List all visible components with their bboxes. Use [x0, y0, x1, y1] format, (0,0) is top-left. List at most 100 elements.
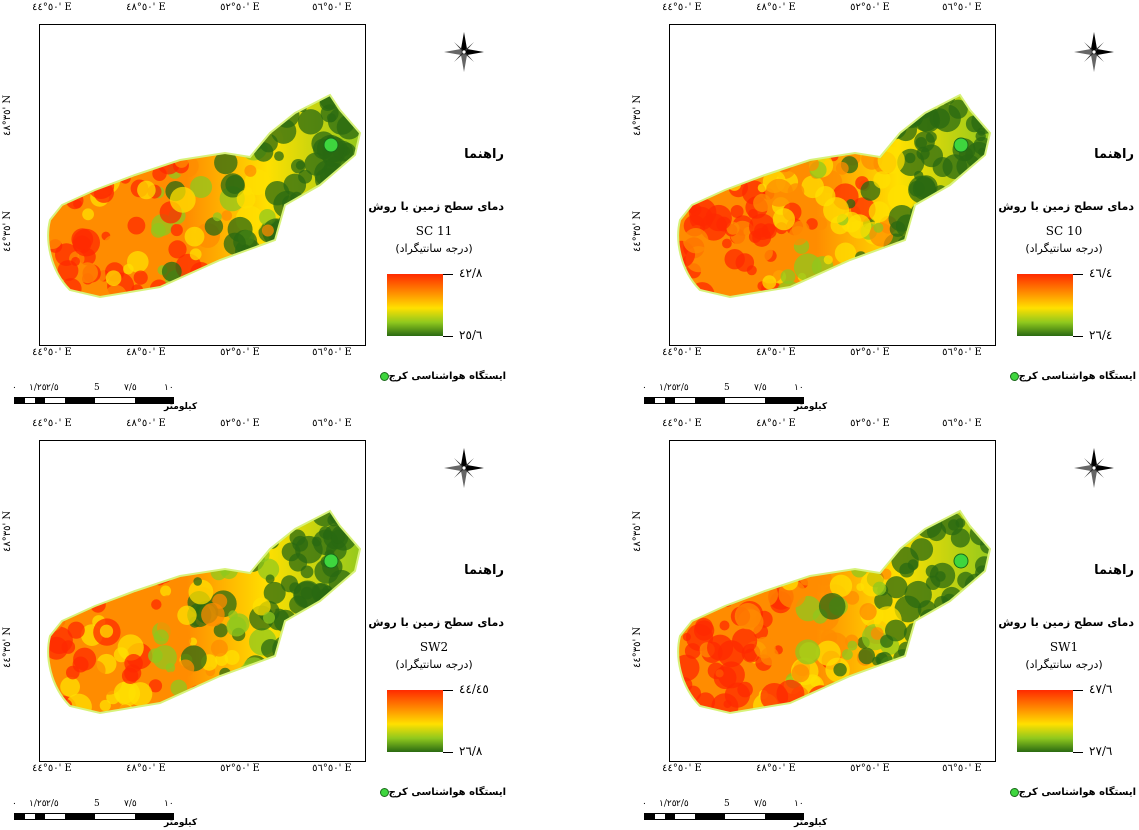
lon-label-top: ٥٠°٥٢' E [850, 418, 890, 429]
scale-label: ٧/٥ [124, 799, 137, 809]
color-ramp [387, 274, 443, 336]
scale-unit: کیلومتر [164, 402, 198, 412]
method-code: SW2 [419, 640, 449, 654]
legend-max-value: ٤٢/٨ [459, 266, 483, 280]
station-legend: ایستگاه هواشناسی کرج [364, 787, 506, 798]
lat-label: ٣٥°٤٨' N [632, 510, 643, 552]
lon-label-bottom: ٥٠°٤٤' E [32, 763, 72, 774]
ramp-tick-min [443, 336, 453, 337]
scale-label: ١٠ [164, 383, 174, 393]
legend-title: راهنما [464, 147, 504, 162]
weather-station-marker [953, 553, 969, 569]
lon-label-bottom: ٥٠°٤٤' E [662, 347, 702, 358]
ramp-tick-max [443, 274, 453, 275]
lst-raster-map [677, 93, 992, 299]
method-code: SC 11 [415, 224, 453, 238]
station-legend: ایستگاه هواشناسی کرج [364, 371, 506, 382]
lon-label-top: ٥٠°٥٦' E [312, 2, 352, 13]
lat-label: ٣٥°٤٨' N [2, 510, 13, 552]
color-ramp [387, 690, 443, 752]
scale-label: 5 [94, 383, 100, 393]
scale-label: ٢/٥ [46, 799, 59, 809]
ramp-tick-max [443, 690, 453, 691]
scale-label: ٠ [642, 383, 647, 393]
scale-unit: کیلومتر [794, 402, 828, 412]
map-frame [669, 24, 996, 346]
legend-unit: (درجه سانتیگراد) [395, 242, 473, 255]
weather-station-marker [953, 137, 969, 153]
lon-label-top: ٥٠°٤٤' E [32, 418, 72, 429]
lon-label-bottom: ٥٠°٤٤' E [32, 347, 72, 358]
legend-unit: (درجه سانتیگراد) [395, 658, 473, 671]
lon-label-bottom: ٥٠°٥٦' E [312, 763, 352, 774]
legend-title: راهنما [464, 563, 504, 578]
lon-label-top: ٥٠°٤٨' E [126, 418, 166, 429]
method-code: SC 10 [1045, 224, 1083, 238]
scale-unit: کیلومتر [794, 818, 828, 828]
scale-bar [644, 397, 804, 404]
scale-bar [14, 813, 174, 820]
legend-min-value: ٢٦/٨ [459, 744, 483, 758]
map-frame [39, 24, 366, 346]
weather-station-marker [323, 137, 339, 153]
station-legend: ایستگاه هواشناسی کرج [994, 787, 1136, 798]
legend-min-value: ٢٥/٦ [459, 328, 483, 342]
ramp-tick-min [1073, 752, 1083, 753]
lon-label-bottom: ٥٠°٥٦' E [312, 347, 352, 358]
map-frame [669, 440, 996, 762]
scale-label: ٧/٥ [754, 383, 767, 393]
lon-label-top: ٥٠°٤٤' E [662, 2, 702, 13]
lat-label: ٣٥°٤٤' N [632, 210, 643, 252]
scale-bar [14, 397, 174, 404]
station-label: ایستگاه هواشناسی کرج [1018, 787, 1136, 798]
scale-label: ١/٢٥ [29, 799, 47, 809]
scale-label: ١/٢٥ [29, 383, 47, 393]
lon-label-top: ٥٠°٥٦' E [942, 2, 982, 13]
scale-label: ١/٢٥ [659, 799, 677, 809]
station-label: ایستگاه هواشناسی کرج [388, 371, 506, 382]
legend-max-value: ٤٧/٦ [1089, 682, 1113, 696]
lon-label-top: ٥٠°٤٤' E [662, 418, 702, 429]
lon-label-top: ٥٠°٤٨' E [756, 2, 796, 13]
lon-label-bottom: ٥٠°٤٤' E [662, 763, 702, 774]
map-panel-sc11: ٥٠°٤٤' E ٥٠°٤٤' E ٥٠°٤٨' E ٥٠°٤٨' E ٥٠°٥٢' E… [2, 2, 534, 412]
lon-label-bottom: ٥٠°٥٢' E [850, 347, 890, 358]
scale-label: ٧/٥ [124, 383, 137, 393]
color-ramp [1017, 690, 1073, 752]
lat-label: ٣٥°٤٤' N [632, 626, 643, 668]
north-arrow-icon [1072, 446, 1116, 494]
lon-label-top: ٥٠°٥٢' E [850, 2, 890, 13]
lon-label-bottom: ٥٠°٤٨' E [756, 763, 796, 774]
ramp-tick-max [1073, 274, 1083, 275]
legend-title: راهنما [1094, 563, 1134, 578]
lat-label: ٣٥°٤٨' N [632, 94, 643, 136]
ramp-tick-min [443, 752, 453, 753]
lon-label-top: ٥٠°٤٨' E [756, 418, 796, 429]
map-frame [39, 440, 366, 762]
lst-raster-map [677, 509, 992, 715]
lon-label-top: ٥٠°٥٦' E [312, 418, 352, 429]
legend-unit: (درجه سانتیگراد) [1025, 242, 1103, 255]
scale-label: ١٠ [794, 383, 804, 393]
lon-label-top: ٥٠°٤٨' E [126, 2, 166, 13]
lat-label: ٣٥°٤٤' N [2, 626, 13, 668]
scale-bar [644, 813, 804, 820]
legend-method: دمای سطح زمین با روش [368, 200, 504, 213]
weather-station-marker [323, 553, 339, 569]
lat-label: ٣٥°٤٨' N [2, 94, 13, 136]
lon-label-top: ٥٠°٥٢' E [220, 2, 260, 13]
lon-label-bottom: ٥٠°٥٢' E [220, 347, 260, 358]
map-panel-sw1: ٥٠°٤٤' E ٥٠°٤٤' E ٥٠°٤٨' E ٥٠°٤٨' E ٥٠°٥٢' E… [632, 418, 1139, 828]
scale-numbers: ٠ ١/٢٥ ٢/٥ 5 ٧/٥ ١٠ [642, 383, 812, 395]
station-dot-icon [1009, 371, 1019, 381]
scale-numbers: ٠ ١/٢٥ ٢/٥ 5 ٧/٥ ١٠ [12, 799, 182, 811]
legend-method: دمای سطح زمین با روش [998, 616, 1134, 629]
scale-label: ٢/٥ [46, 383, 59, 393]
method-code: SW1 [1049, 640, 1079, 654]
scale-label: 5 [724, 799, 730, 809]
scale-numbers: ٠ ١/٢٥ ٢/٥ 5 ٧/٥ ١٠ [642, 799, 812, 811]
scale-label: ٠ [642, 799, 647, 809]
lon-label-bottom: ٥٠°٤٨' E [126, 763, 166, 774]
legend-max-value: ٤٤/٤٥ [459, 682, 489, 696]
legend-min-value: ٢٧/٦ [1089, 744, 1113, 758]
